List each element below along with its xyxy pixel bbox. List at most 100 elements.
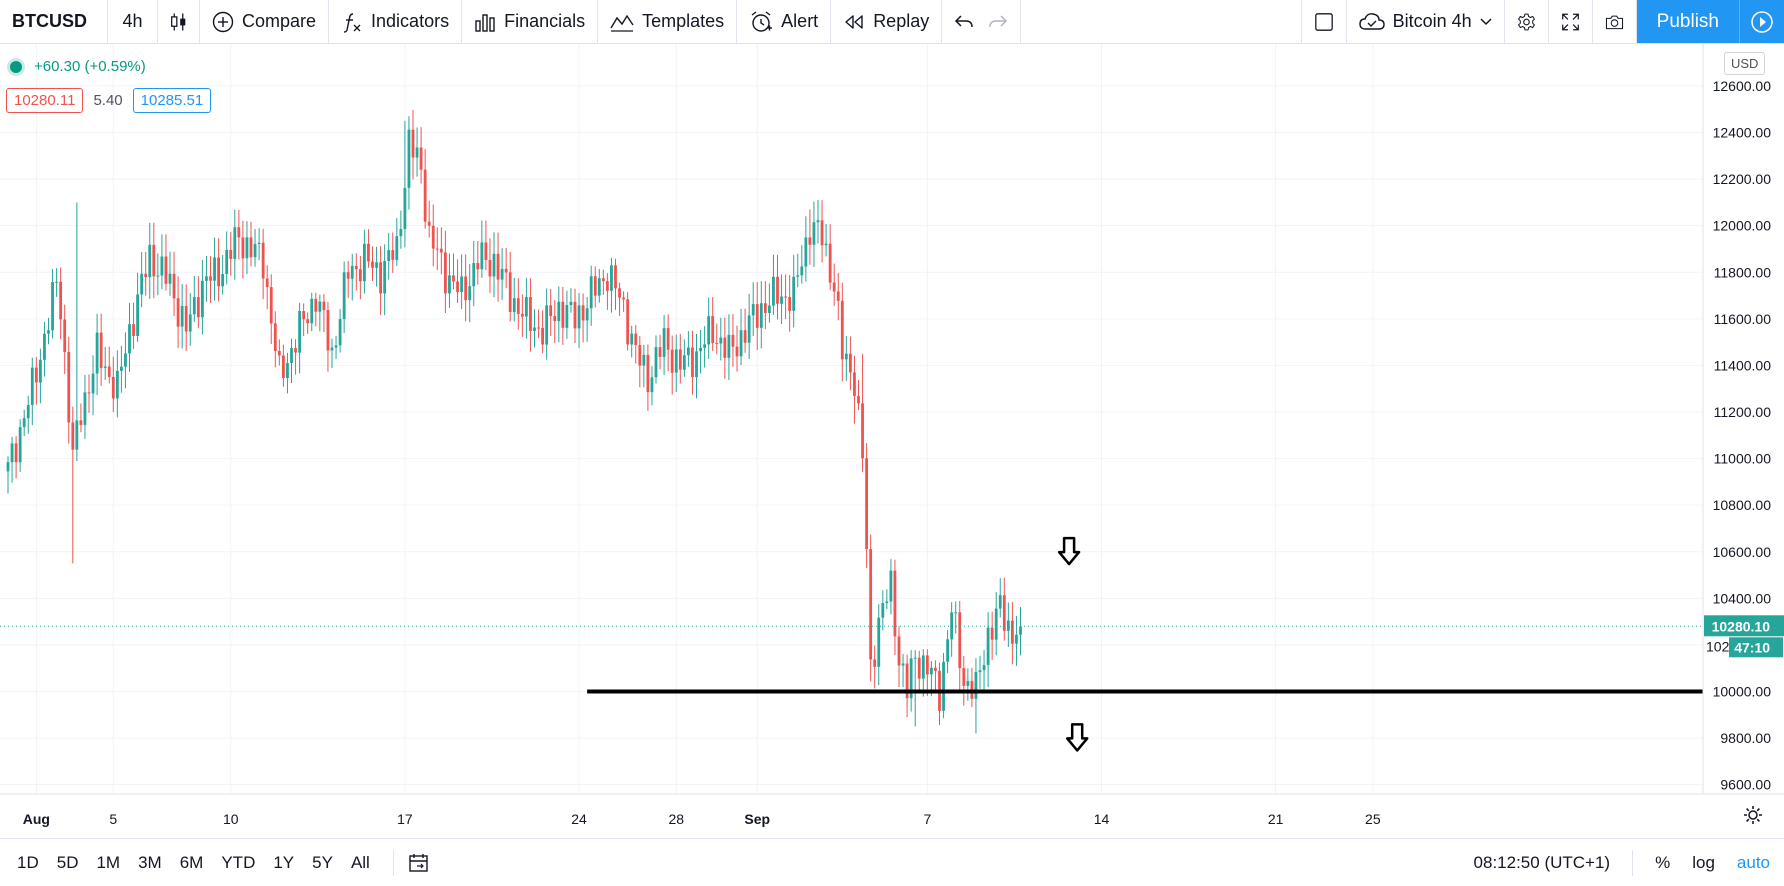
candle-body bbox=[334, 345, 338, 348]
fullscreen-button[interactable] bbox=[1549, 0, 1593, 43]
range-1y[interactable]: 1Y bbox=[273, 852, 295, 872]
publish-button[interactable]: Publish bbox=[1636, 0, 1739, 43]
candle-body bbox=[213, 257, 216, 281]
candle-body bbox=[950, 612, 954, 640]
candle-body bbox=[354, 265, 358, 270]
candle-body bbox=[184, 305, 188, 332]
candle-body bbox=[476, 263, 480, 270]
time-axis bbox=[0, 794, 1784, 837]
candle-body bbox=[703, 344, 706, 348]
rewind-icon bbox=[845, 14, 863, 29]
axis-settings-gear-icon[interactable] bbox=[1744, 806, 1762, 824]
candle-body bbox=[399, 229, 403, 237]
candle-body bbox=[47, 330, 50, 334]
candle-body bbox=[63, 319, 67, 353]
log-scale-toggle[interactable]: log bbox=[1692, 852, 1715, 872]
candle-body bbox=[338, 319, 342, 346]
candle-body bbox=[427, 221, 431, 226]
layout-select-button[interactable] bbox=[1300, 0, 1347, 43]
candle-body bbox=[516, 298, 520, 314]
chart-type-button[interactable] bbox=[158, 0, 200, 43]
candle-body bbox=[626, 299, 630, 345]
candle-body bbox=[492, 253, 496, 277]
replay-button[interactable]: Replay bbox=[831, 0, 943, 43]
square-icon bbox=[1314, 12, 1333, 31]
symbol-search-button[interactable]: BTCUSD bbox=[0, 0, 108, 43]
candle-body bbox=[986, 627, 990, 666]
percent-scale-toggle[interactable]: % bbox=[1655, 852, 1671, 872]
candle-body bbox=[484, 242, 488, 260]
market-status-dot bbox=[10, 60, 22, 73]
candle-body bbox=[840, 300, 844, 360]
candle-body bbox=[788, 296, 792, 311]
candle-body bbox=[249, 237, 253, 258]
candle-body bbox=[537, 327, 540, 329]
clock[interactable]: 08:12:50 (UTC+1) bbox=[1473, 852, 1611, 872]
range-3m[interactable]: 3M bbox=[138, 852, 162, 872]
chevron-down-icon bbox=[1480, 17, 1492, 25]
candle-body bbox=[257, 242, 261, 245]
candle-body bbox=[261, 242, 265, 279]
financials-button[interactable]: Financials bbox=[462, 0, 599, 43]
range-ytd[interactable]: YTD bbox=[221, 852, 256, 872]
currency-label[interactable]: USD bbox=[1724, 52, 1766, 75]
candle-body bbox=[723, 337, 727, 358]
candle-body bbox=[180, 305, 184, 327]
range-all[interactable]: All bbox=[350, 852, 370, 872]
candle-body bbox=[877, 617, 881, 667]
candle-body bbox=[39, 359, 42, 383]
candle-body bbox=[407, 129, 411, 188]
candle-body bbox=[448, 275, 451, 294]
candle-body bbox=[557, 301, 561, 322]
range-5d[interactable]: 5D bbox=[56, 852, 79, 872]
templates-button[interactable]: Templates bbox=[598, 0, 738, 43]
candle-body bbox=[861, 403, 864, 459]
candle-body bbox=[330, 347, 334, 351]
price-tick-label: 11000.00 bbox=[1714, 451, 1772, 467]
camera-icon bbox=[1605, 15, 1623, 29]
chart-area[interactable]: 12600.00 12400.00 12200.00 12000.00 11800.00… bbox=[0, 44, 1784, 837]
candle-body bbox=[367, 243, 370, 262]
settings-button[interactable] bbox=[1505, 0, 1549, 43]
calendar-range-icon[interactable] bbox=[408, 852, 430, 874]
arrow-down-annotation bbox=[1065, 723, 1089, 752]
candle-body bbox=[658, 347, 662, 357]
saved-layout-button[interactable]: Bitcoin 4h bbox=[1347, 0, 1505, 43]
price-chart[interactable]: 12600.00 12400.00 12200.00 12000.00 11800.00… bbox=[0, 44, 1784, 837]
candle-body bbox=[751, 304, 755, 316]
candle-body bbox=[403, 187, 407, 230]
publish-menu-button[interactable] bbox=[1739, 0, 1784, 43]
candle-body bbox=[913, 657, 917, 659]
candle-body bbox=[423, 169, 427, 222]
range-1d[interactable]: 1D bbox=[17, 852, 39, 872]
candle-body bbox=[780, 296, 783, 304]
indicators-button[interactable]: Indicators bbox=[329, 0, 463, 43]
candle-body bbox=[55, 281, 58, 283]
candle-body bbox=[75, 420, 79, 450]
alert-button[interactable]: Alert bbox=[737, 0, 832, 43]
undo-icon[interactable] bbox=[954, 14, 974, 30]
range-5y[interactable]: 5Y bbox=[312, 852, 333, 872]
candle-body bbox=[168, 273, 172, 284]
auto-scale-toggle[interactable]: auto bbox=[1736, 852, 1770, 872]
sell-price[interactable]: 10280.11 bbox=[6, 88, 84, 113]
candle-body bbox=[391, 250, 395, 260]
candle-body bbox=[816, 220, 820, 223]
interval-button[interactable]: 4h bbox=[108, 0, 158, 43]
compare-button[interactable]: Compare bbox=[200, 0, 330, 43]
candle-body bbox=[201, 280, 204, 318]
candle-body bbox=[128, 324, 131, 354]
candle-body bbox=[601, 278, 605, 282]
partial-price-label: 102 bbox=[1706, 638, 1730, 654]
candle-body bbox=[739, 330, 743, 357]
candle-body bbox=[881, 603, 885, 618]
range-1m[interactable]: 1M bbox=[96, 852, 121, 872]
price-tick-label: 11400.00 bbox=[1714, 357, 1772, 373]
screenshot-button[interactable] bbox=[1593, 0, 1637, 43]
candle-body bbox=[533, 327, 536, 331]
redo-icon[interactable] bbox=[988, 14, 1008, 30]
range-6m[interactable]: 6M bbox=[179, 852, 204, 872]
candle-body bbox=[630, 333, 634, 345]
time-tick-label: 5 bbox=[109, 811, 117, 827]
buy-price[interactable]: 10285.51 bbox=[132, 88, 212, 113]
